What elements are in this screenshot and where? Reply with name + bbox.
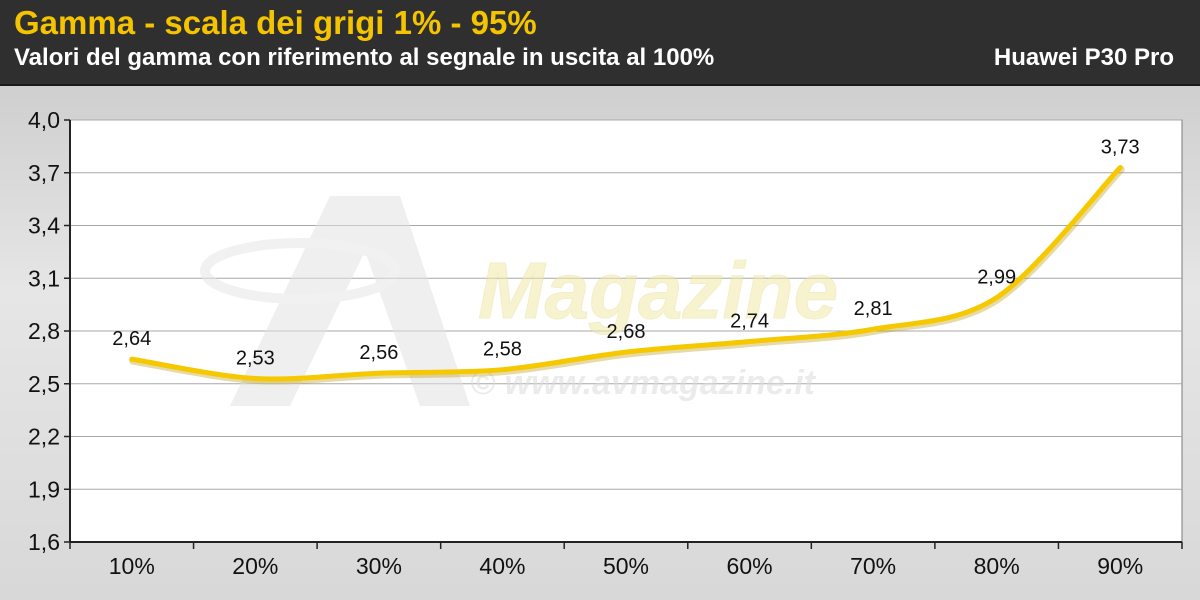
- y-tick-label: 3,7: [28, 160, 60, 186]
- plot-area-wrapper: Magazine © www.avmagazine.it 1,6 1,9 2,2 2,…: [0, 86, 1200, 600]
- x-tick-label: 30%: [356, 553, 402, 579]
- data-labels: 2,64 2,53 2,56 2,58 2,68 2,74 2,81 2,99 3,73: [112, 136, 1139, 369]
- y-tick-label: 2,8: [28, 318, 60, 344]
- y-tick-label: 4,0: [28, 107, 60, 133]
- x-tick-label: 80%: [974, 553, 1020, 579]
- data-point: [129, 357, 134, 362]
- data-label: 2,64: [112, 328, 151, 350]
- device-name: Huawei P30 Pro: [993, 44, 1174, 71]
- data-label: 2,74: [730, 311, 769, 333]
- y-tick-label: 2,5: [28, 371, 60, 397]
- data-point: [253, 376, 258, 381]
- data-point: [994, 295, 999, 300]
- watermark: Magazine © www.avmagazine.it: [200, 196, 839, 406]
- x-tick-label: 90%: [1097, 553, 1143, 579]
- y-tick-label: 3,1: [28, 265, 60, 291]
- watermark-logo-icon: [230, 196, 470, 406]
- y-tick-label: 2,2: [28, 424, 60, 450]
- chart-subtitle: Valori del gamma con riferimento al segn…: [14, 44, 715, 71]
- line-chart: Magazine © www.avmagazine.it 1,6 1,9 2,2 2,…: [28, 107, 1183, 579]
- x-tick-label: 70%: [850, 553, 896, 579]
- data-point: [624, 350, 628, 355]
- data-label: 3,73: [1101, 136, 1140, 158]
- data-label: 2,56: [359, 342, 398, 364]
- data-point: [500, 367, 505, 372]
- chart-title: Gamma - scala dei grigi 1% - 95%: [14, 4, 537, 41]
- series-line: [129, 164, 1125, 385]
- data-label: 2,58: [483, 339, 522, 361]
- data-point: [871, 327, 876, 332]
- axes: 1,6 1,9 2,2 2,5 2,8 3,1 3,4 3,7 4,0 10% 20% 30% 40% 5…: [28, 107, 1183, 579]
- watermark-swoosh-icon: [200, 238, 400, 304]
- data-label: 2,99: [977, 267, 1016, 289]
- chart-header: Gamma - scala dei grigi 1% - 95% Valori …: [0, 0, 1200, 86]
- x-tick-label: 10%: [109, 553, 155, 579]
- y-tick-label: 3,4: [28, 213, 60, 239]
- x-tick-label: 20%: [232, 553, 278, 579]
- data-point: [747, 339, 752, 344]
- data-point: [1118, 165, 1123, 170]
- data-label: 2,68: [607, 321, 646, 343]
- y-tick-label: 1,9: [28, 476, 60, 502]
- watermark-brand: Magazine: [478, 246, 838, 335]
- x-tick-label: 50%: [603, 553, 649, 579]
- x-tick-label: 60%: [727, 553, 773, 579]
- y-tick-label: 1,6: [28, 529, 60, 555]
- data-label: 2,53: [236, 347, 275, 369]
- data-label: 2,81: [854, 298, 893, 320]
- data-point: [376, 371, 381, 376]
- x-tick-label: 40%: [479, 553, 525, 579]
- watermark-url: © www.avmagazine.it: [470, 364, 817, 402]
